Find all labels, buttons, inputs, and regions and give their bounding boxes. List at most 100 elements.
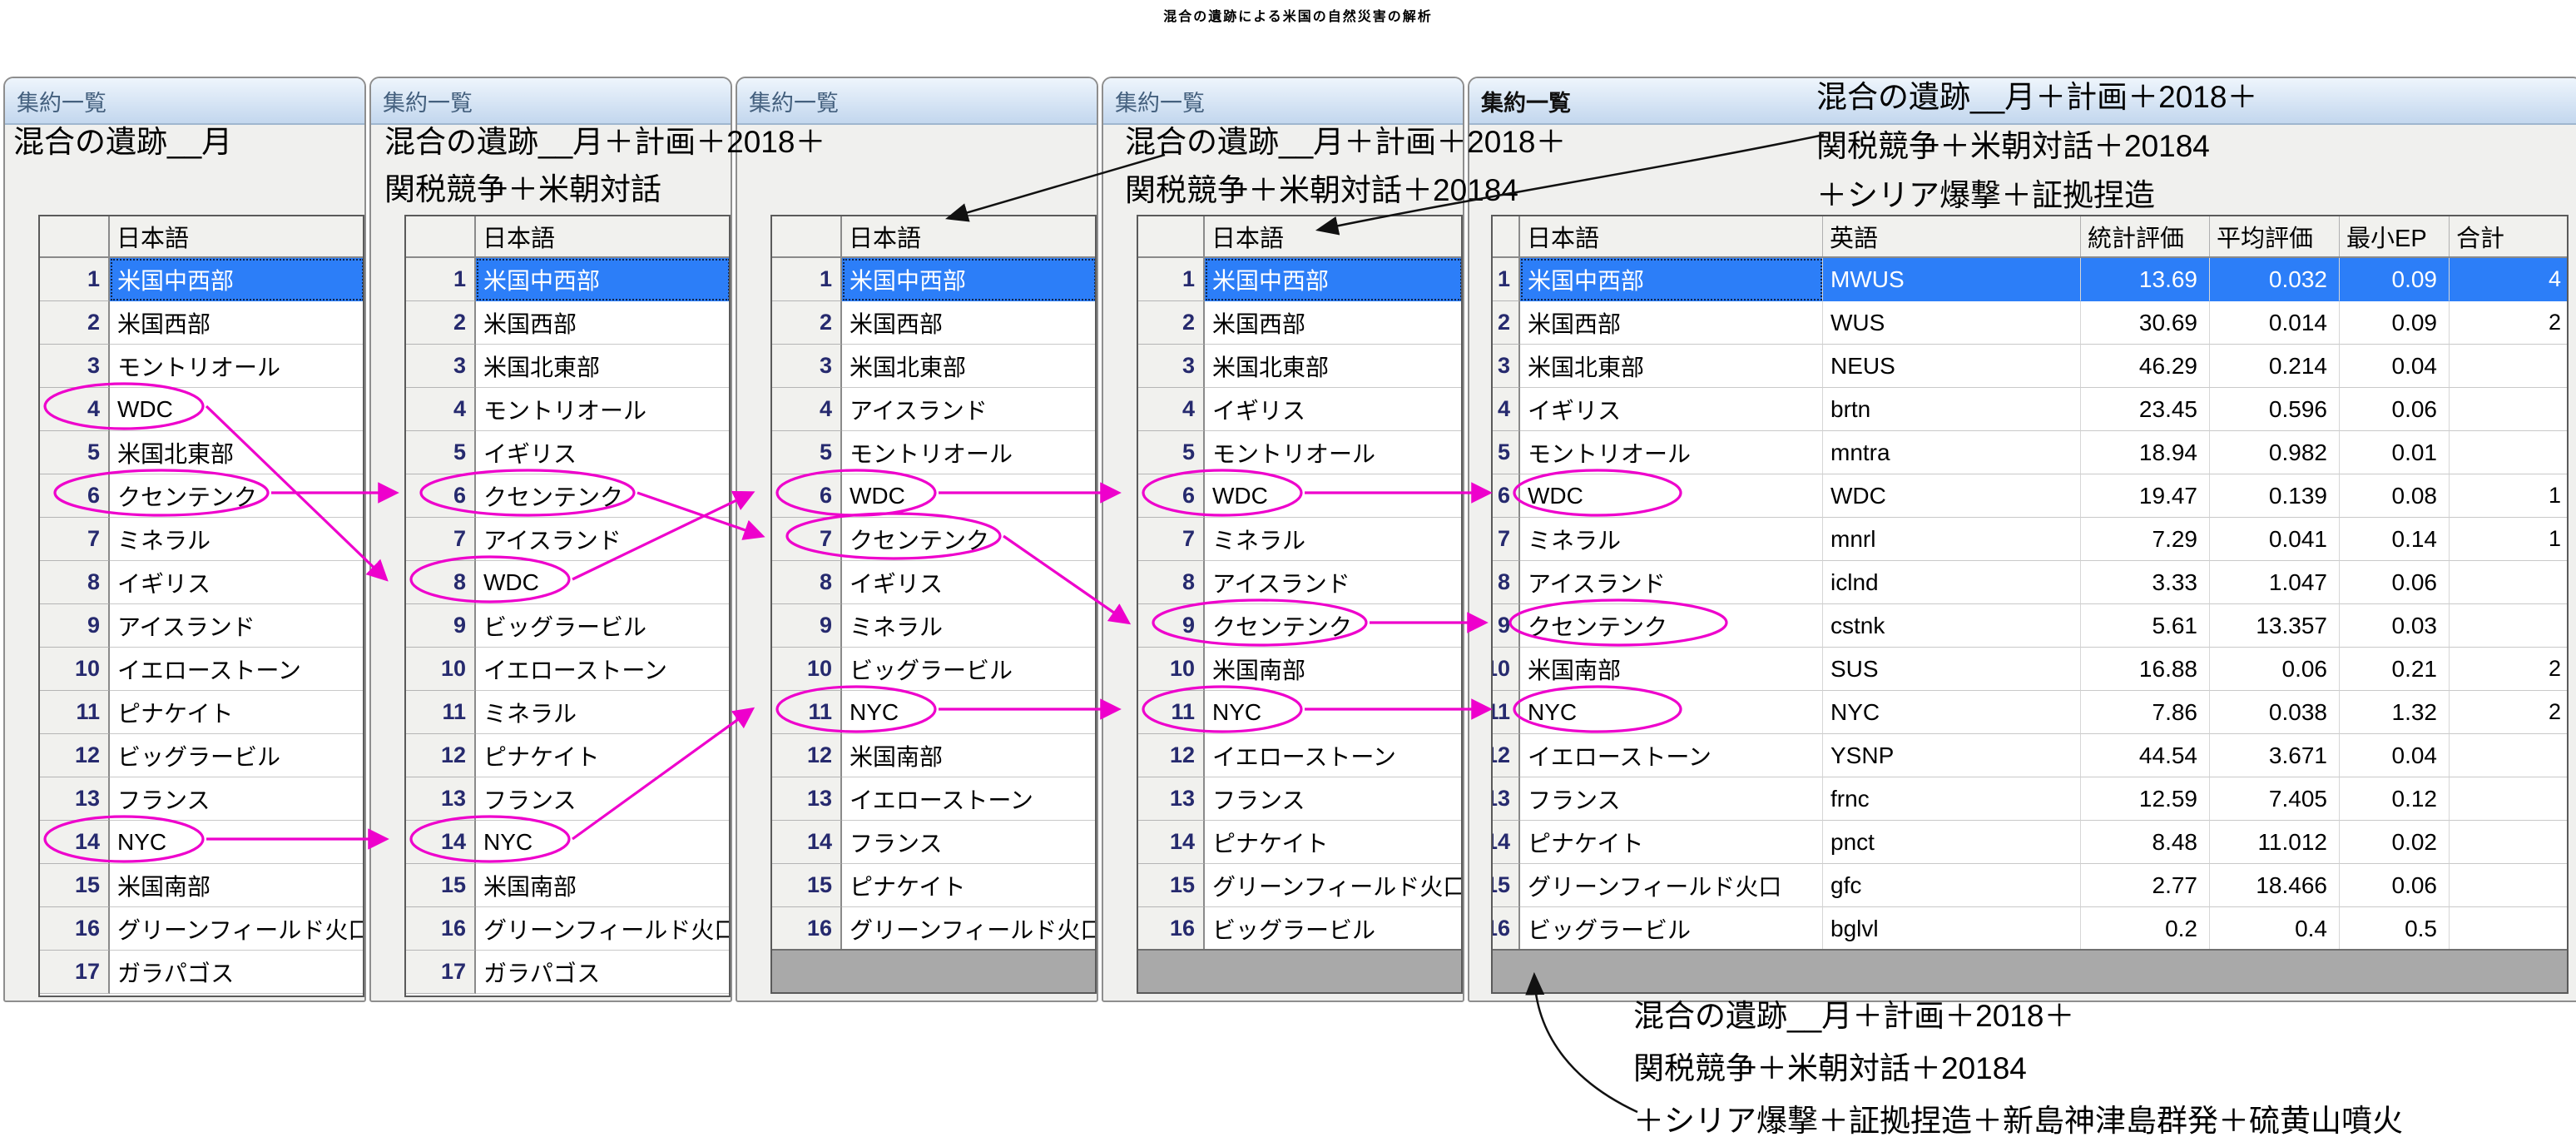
row-number-cell[interactable]: 15 — [40, 864, 110, 907]
row-number-cell[interactable]: 4 — [772, 388, 842, 431]
cell-japanese[interactable]: 米国北東部 — [110, 431, 363, 474]
row-number-cell[interactable]: 6 — [406, 474, 476, 518]
cell-japanese[interactable]: モントリオール — [476, 388, 729, 431]
cell-value[interactable]: 16.88 — [2081, 648, 2210, 691]
cell-japanese[interactable]: ビッグラービル — [476, 604, 729, 648]
cell-value[interactable]: 11.012 — [2210, 821, 2340, 864]
cell-value[interactable]: 0.21 — [2340, 648, 2450, 691]
row-number-cell[interactable]: 1 — [1493, 258, 1520, 301]
cell-japanese[interactable]: グリーンフィールド火口 — [1205, 864, 1461, 907]
cell-value[interactable]: 0.06 — [2210, 648, 2340, 691]
row-number-cell[interactable]: 9 — [40, 604, 110, 648]
cell-japanese[interactable]: アイスランド — [842, 388, 1095, 431]
column-header-平均評価[interactable]: 平均評価 — [2210, 216, 2340, 256]
panel-1-titlebar[interactable]: 集約一覧 — [5, 78, 364, 125]
cell-japanese[interactable]: イエローストーン — [1205, 734, 1461, 777]
cell-english[interactable]: MWUS — [1823, 258, 2081, 301]
cell-japanese[interactable]: 米国中西部 — [1520, 258, 1823, 301]
row-number-cell[interactable]: 5 — [40, 431, 110, 474]
cell-japanese[interactable]: アイスランド — [1520, 561, 1823, 604]
cell-japanese[interactable]: イエローストーン — [476, 648, 729, 691]
row-number-cell[interactable]: 7 — [1138, 518, 1205, 561]
row-number-cell[interactable]: 12 — [1493, 734, 1520, 777]
cell-japanese[interactable]: イエローストーン — [842, 777, 1095, 821]
cell-japanese[interactable]: クセンテンク — [842, 518, 1095, 561]
cell-value[interactable]: 0.214 — [2210, 345, 2340, 388]
cell-english[interactable]: frnc — [1823, 777, 2081, 821]
row-number-cell[interactable]: 10 — [40, 648, 110, 691]
cell-english[interactable]: WDC — [1823, 474, 2081, 518]
cell-value[interactable]: 46.29 — [2081, 345, 2210, 388]
row-number-cell[interactable]: 8 — [772, 561, 842, 604]
row-number-cell[interactable]: 2 — [1138, 301, 1205, 345]
cell-japanese[interactable]: フランス — [476, 777, 729, 821]
cell-value[interactable]: 0.4 — [2210, 907, 2340, 951]
column-header-最小EP[interactable]: 最小EP — [2340, 216, 2450, 256]
cell-japanese[interactable]: イギリス — [476, 431, 729, 474]
row-number-cell[interactable]: 11 — [40, 691, 110, 734]
cell-japanese[interactable]: 米国南部 — [1520, 648, 1823, 691]
row-number-cell[interactable]: 15 — [1138, 864, 1205, 907]
cell-value[interactable]: 0.038 — [2210, 691, 2340, 734]
cell-japanese[interactable]: フランス — [110, 777, 363, 821]
row-number-cell[interactable]: 12 — [406, 734, 476, 777]
cell-value[interactable]: 0.596 — [2210, 388, 2340, 431]
cell-value[interactable]: 0.982 — [2210, 431, 2340, 474]
cell-value[interactable]: 0.03 — [2340, 604, 2450, 648]
cell-english[interactable]: mntra — [1823, 431, 2081, 474]
cell-value[interactable]: 0.12 — [2340, 777, 2450, 821]
row-number-cell[interactable]: 10 — [772, 648, 842, 691]
cell-japanese[interactable]: フランス — [1520, 777, 1823, 821]
cell-value[interactable] — [2450, 734, 2567, 777]
row-number-cell[interactable]: 8 — [40, 561, 110, 604]
cell-japanese[interactable]: ビッグラービル — [1205, 907, 1461, 951]
cell-english[interactable]: WUS — [1823, 301, 2081, 345]
cell-value[interactable]: 0.09 — [2340, 301, 2450, 345]
row-number-cell[interactable]: 7 — [406, 518, 476, 561]
column-header-日本語[interactable]: 日本語 — [110, 216, 363, 256]
row-number-cell[interactable]: 11 — [772, 691, 842, 734]
row-number-cell[interactable]: 12 — [1138, 734, 1205, 777]
cell-japanese[interactable]: 米国北東部 — [1205, 345, 1461, 388]
cell-value[interactable]: 0.06 — [2340, 388, 2450, 431]
row-number-cell[interactable]: 14 — [40, 821, 110, 864]
cell-value[interactable] — [2450, 431, 2567, 474]
row-number-cell[interactable]: 5 — [1138, 431, 1205, 474]
cell-japanese[interactable]: 米国中西部 — [476, 258, 729, 301]
cell-japanese[interactable]: ガラパゴス — [476, 951, 729, 994]
cell-japanese[interactable]: アイスランド — [476, 518, 729, 561]
row-number-cell[interactable]: 16 — [406, 907, 476, 951]
cell-value[interactable]: 0.04 — [2340, 345, 2450, 388]
cell-japanese[interactable]: ミネラル — [1520, 518, 1823, 561]
cell-japanese[interactable]: フランス — [1205, 777, 1461, 821]
cell-english[interactable]: gfc — [1823, 864, 2081, 907]
cell-value[interactable]: 0.139 — [2210, 474, 2340, 518]
cell-japanese[interactable]: クセンテンク — [110, 474, 363, 518]
cell-japanese[interactable]: 米国中西部 — [842, 258, 1095, 301]
cell-japanese[interactable]: NYC — [1205, 691, 1461, 734]
cell-japanese[interactable]: ガラパゴス — [110, 951, 363, 994]
row-number-cell[interactable]: 3 — [406, 345, 476, 388]
cell-value[interactable]: 0.06 — [2340, 561, 2450, 604]
cell-english[interactable]: mnrl — [1823, 518, 2081, 561]
cell-japanese[interactable]: 米国西部 — [1520, 301, 1823, 345]
cell-japanese[interactable]: WDC — [476, 561, 729, 604]
cell-value[interactable]: 1 — [2450, 474, 2567, 518]
cell-english[interactable]: NYC — [1823, 691, 2081, 734]
column-header-英語[interactable]: 英語 — [1823, 216, 2081, 256]
cell-japanese[interactable]: 米国西部 — [110, 301, 363, 345]
cell-japanese[interactable]: アイスランド — [1205, 561, 1461, 604]
row-number-cell[interactable]: 12 — [772, 734, 842, 777]
cell-japanese[interactable]: 米国南部 — [1205, 648, 1461, 691]
row-number-cell[interactable]: 3 — [1138, 345, 1205, 388]
row-number-cell[interactable]: 17 — [40, 951, 110, 994]
column-header-日本語[interactable]: 日本語 — [476, 216, 729, 256]
cell-japanese[interactable]: クセンテンク — [476, 474, 729, 518]
cell-value[interactable] — [2450, 388, 2567, 431]
cell-value[interactable] — [2450, 864, 2567, 907]
cell-value[interactable]: 1 — [2450, 518, 2567, 561]
cell-english[interactable]: pnct — [1823, 821, 2081, 864]
cell-english[interactable]: SUS — [1823, 648, 2081, 691]
cell-japanese[interactable]: イエローストーン — [110, 648, 363, 691]
cell-japanese[interactable]: グリーンフィールド火口 — [1520, 864, 1823, 907]
